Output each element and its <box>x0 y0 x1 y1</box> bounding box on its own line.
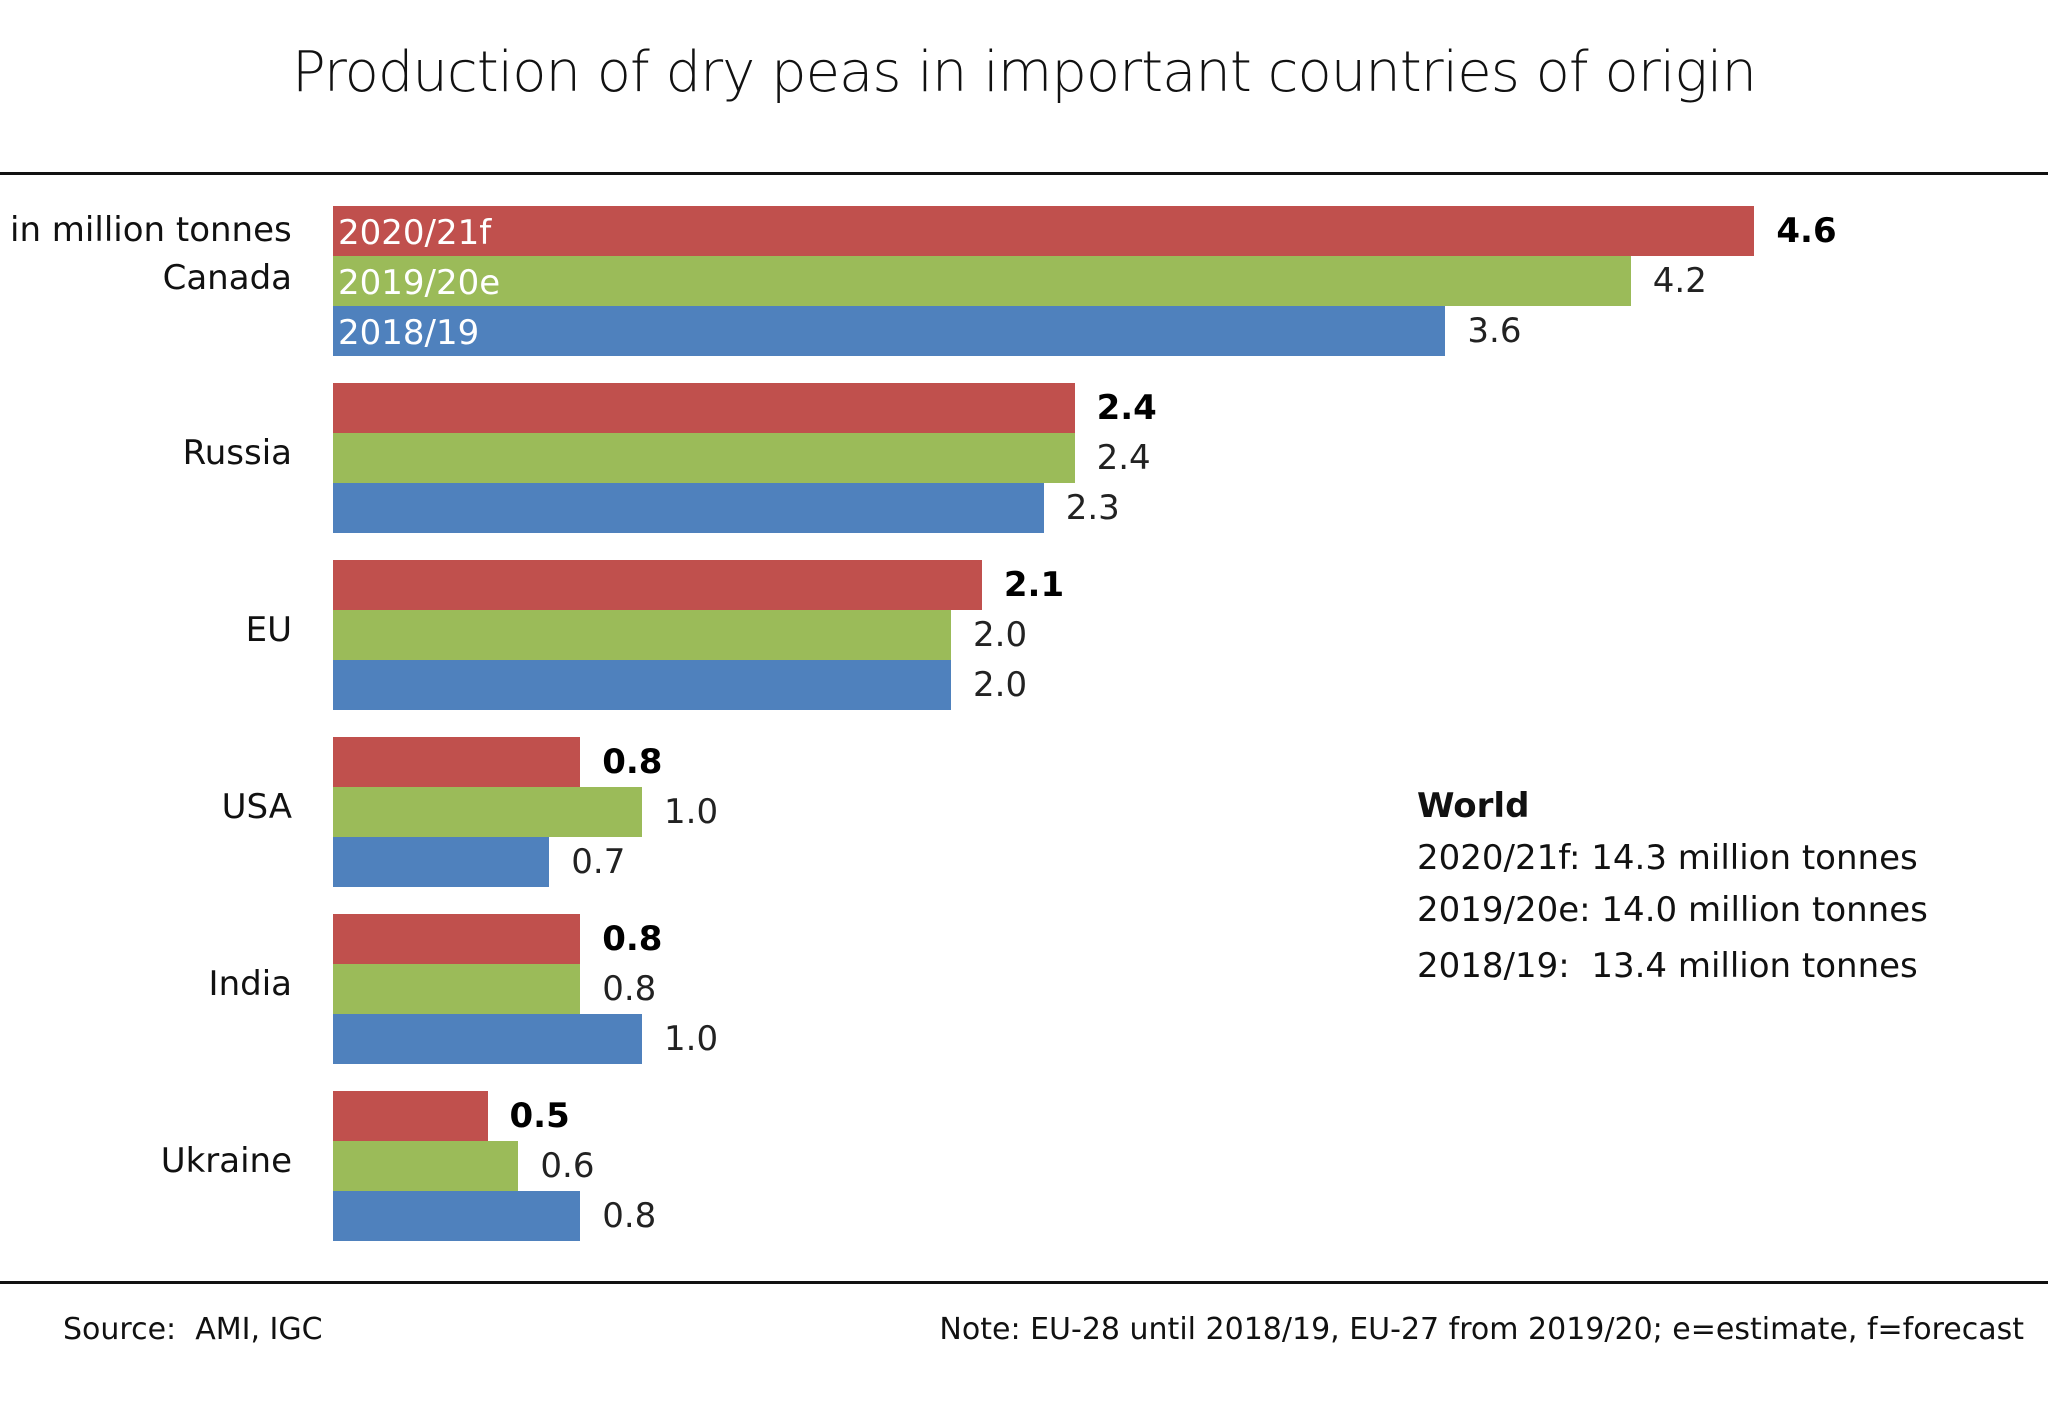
bar <box>333 787 642 837</box>
bar <box>333 837 550 887</box>
bar <box>333 560 982 610</box>
world-line: 2019/20e: 14.0 million tonnes <box>1417 890 1928 930</box>
data-label: 0.7 <box>571 842 626 882</box>
bar <box>333 433 1075 483</box>
world-totals: World 2020/21f: 14.3 million tonnes 2019… <box>1417 780 1928 992</box>
category-label: Ukraine <box>160 1141 292 1181</box>
data-label: 0.8 <box>602 919 663 959</box>
bar <box>333 256 1631 306</box>
data-label: 1.0 <box>664 1019 719 1059</box>
data-label: 0.8 <box>602 1196 657 1236</box>
category-label: EU <box>245 610 292 650</box>
bar <box>333 483 1044 533</box>
legend-label: 2019/20e <box>338 263 501 303</box>
bar <box>333 964 581 1014</box>
legend-label: 2020/21f <box>338 213 492 253</box>
chart-title: Production of dry peas in important coun… <box>292 40 1757 105</box>
unit-label: in million tonnes <box>10 210 292 250</box>
top-rule <box>0 172 2048 175</box>
world-heading: World <box>1417 786 1530 826</box>
data-label: 0.6 <box>540 1146 595 1186</box>
data-label: 2.3 <box>1065 488 1120 528</box>
world-line: 2020/21f: 14.3 million tonnes <box>1417 838 1918 878</box>
data-label: 0.8 <box>602 969 657 1009</box>
data-label: 3.6 <box>1467 311 1522 351</box>
category-label: Russia <box>182 433 292 473</box>
bar <box>333 383 1075 433</box>
data-label: 4.2 <box>1652 261 1707 301</box>
category-label: USA <box>221 787 292 827</box>
bar <box>333 1191 581 1241</box>
bottom-rule <box>0 1281 2048 1284</box>
bar <box>333 206 1755 256</box>
data-label: 2.4 <box>1096 438 1151 478</box>
bar <box>333 914 581 964</box>
bar <box>333 1091 488 1141</box>
data-label: 0.5 <box>509 1096 570 1136</box>
data-label: 1.0 <box>664 792 719 832</box>
footnote: Note: EU-28 until 2018/19, EU-27 from 20… <box>939 1312 2024 1347</box>
bar <box>333 1014 642 1064</box>
world-line: 2018/19: 13.4 million tonnes <box>1417 946 1918 986</box>
bar <box>333 737 581 787</box>
bar <box>333 660 951 710</box>
data-label: 4.6 <box>1776 211 1837 251</box>
category-label: Canada <box>162 258 292 298</box>
bar <box>333 1141 519 1191</box>
data-label: 2.0 <box>973 615 1028 655</box>
data-label: 2.0 <box>973 665 1028 705</box>
bar <box>333 306 1446 356</box>
source-note: Source: AMI, IGC <box>63 1312 323 1347</box>
bar <box>333 610 951 660</box>
data-label: 2.1 <box>1003 565 1065 605</box>
data-label: 0.8 <box>602 742 663 782</box>
category-label: India <box>208 964 292 1004</box>
data-label: 2.4 <box>1096 388 1157 428</box>
legend-label: 2018/19 <box>338 313 480 353</box>
